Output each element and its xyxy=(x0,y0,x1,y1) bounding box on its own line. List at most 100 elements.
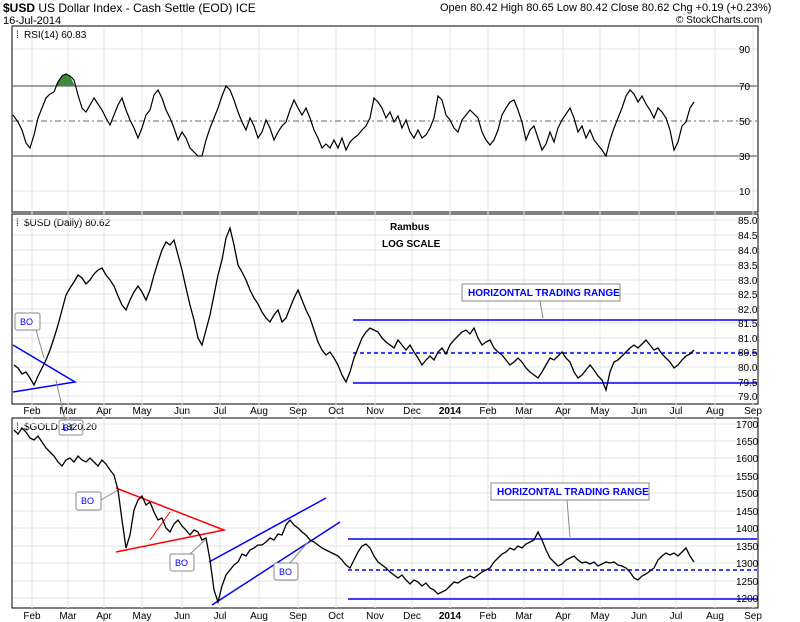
usd-bo-box xyxy=(14,312,41,331)
gold-bo-label-3: BO xyxy=(279,567,292,577)
usd-price-line xyxy=(13,225,695,393)
rsi-tick: 50 xyxy=(739,117,751,128)
gold-bo-pointer-1 xyxy=(100,489,119,501)
gold-ticks: 1700 1650 1600 1550 1500 1450 1400 1350 … xyxy=(736,420,759,605)
x-tick: Aug xyxy=(250,406,268,417)
symbol-name: US Dollar Index - Cash Settle (EOD) ICE xyxy=(38,1,256,15)
usd-annot-author: Rambus xyxy=(390,222,430,233)
chart-header: $USD US Dollar Index - Cash Settle (EOD)… xyxy=(3,1,256,15)
x-tick: Jun xyxy=(174,406,190,417)
gold-red-triangle xyxy=(115,487,227,553)
usd-tick: 83.0 xyxy=(738,276,758,287)
usd-tick: 82.0 xyxy=(738,305,758,316)
x-tick: Jul xyxy=(670,611,683,622)
x-tick: May xyxy=(591,611,610,622)
x-tick: Sep xyxy=(289,611,307,622)
gold-bo-pointer-2 xyxy=(189,539,206,555)
usd-label-glyph: ⁞ xyxy=(16,218,19,229)
rsi-label: RSI(14) 60.83 xyxy=(24,30,87,41)
x-tick: Nov xyxy=(366,611,384,622)
gold-bo-label-1: BO xyxy=(81,496,94,506)
usd-triangle xyxy=(12,344,78,393)
gold-tick: 1250 xyxy=(736,577,759,588)
x-tick: Aug xyxy=(706,406,724,417)
gold-tick: 1550 xyxy=(736,472,759,483)
vertical-gridlines xyxy=(31,27,754,608)
rsi-tick: 90 xyxy=(739,45,751,56)
gold-range-label-pointer xyxy=(566,499,571,538)
gold-tick: 1350 xyxy=(736,542,759,553)
x-tick: May xyxy=(133,611,152,622)
x-tick: Sep xyxy=(744,406,762,417)
gold-horizontal-grid xyxy=(13,423,757,599)
gold-tick: 1500 xyxy=(736,489,759,500)
gold-label: $GOLD 1320.20 xyxy=(24,422,97,433)
rsi-line xyxy=(12,73,695,158)
usd-ticks: 85.0 84.5 84.0 83.5 83.0 82.5 82.0 81.5 … xyxy=(738,216,758,403)
usd-bo-pointer xyxy=(35,329,45,359)
gold-bo-label-2: BO xyxy=(175,558,188,568)
x-tick: Apr xyxy=(555,406,571,417)
gold-x-axis: Feb Mar Apr May Jun Jul Aug Sep Oct Nov … xyxy=(23,611,762,622)
gold-tick: 1600 xyxy=(736,454,759,465)
x-tick: Dec xyxy=(403,611,421,622)
x-tick: Mar xyxy=(59,406,77,417)
ohlc-readout: Open 80.42 High 80.65 Low 80.42 Close 80… xyxy=(440,2,772,14)
usd-bo-label: BO xyxy=(20,317,33,327)
x-tick: Nov xyxy=(366,406,384,417)
x-tick: Jul xyxy=(670,406,683,417)
x-tick: Apr xyxy=(555,611,571,622)
x-tick: Sep xyxy=(289,406,307,417)
rsi-ticks: 90 70 50 30 10 xyxy=(739,45,751,198)
gold-tick: 1200 xyxy=(736,594,759,605)
gold-channel-top xyxy=(208,497,327,563)
usd-tick: 80.0 xyxy=(738,363,758,374)
gold-range-label: HORIZONTAL TRADING RANGE xyxy=(497,487,649,498)
x-tick: Mar xyxy=(59,611,77,622)
x-tick: Jun xyxy=(631,611,647,622)
gold-bo-box-1 xyxy=(75,491,102,511)
gold-tick: 1650 xyxy=(736,437,759,448)
usd-label: $USD (Daily) 80.62 xyxy=(24,218,111,229)
x-tick: Sep xyxy=(744,611,762,622)
usd-tick: 81.5 xyxy=(738,319,758,330)
usd-bt-label: BT xyxy=(63,423,75,433)
usd-horizontal-grid xyxy=(13,219,757,397)
x-tick: Feb xyxy=(23,611,41,622)
x-tick: Jul xyxy=(214,611,227,622)
usd-x-axis: Feb Mar Apr May Jun Jul Aug Sep Oct Nov … xyxy=(23,406,762,417)
gold-tick: 1300 xyxy=(736,559,759,570)
x-tick: Aug xyxy=(250,611,268,622)
x-tick: Dec xyxy=(403,406,421,417)
rsi-label-glyph: ⁞ xyxy=(16,30,19,41)
gold-bo-pointer-3 xyxy=(289,541,309,564)
usd-range-label: HORIZONTAL TRADING RANGE xyxy=(468,288,620,299)
x-tick: Aug xyxy=(706,611,724,622)
usd-tick: 83.5 xyxy=(738,261,758,272)
rsi-tick: 30 xyxy=(739,152,751,163)
gold-bo-box-2 xyxy=(169,553,195,572)
chart-date: 16-Jul-2014 xyxy=(3,15,62,27)
rsi-overbought-fill xyxy=(55,74,75,86)
x-tick: Jun xyxy=(631,406,647,417)
x-tick: Mar xyxy=(515,406,533,417)
x-tick: Feb xyxy=(479,611,497,622)
brand: © StockCharts.com xyxy=(676,15,763,26)
gold-price-line xyxy=(13,426,695,605)
usd-tick: 85.0 xyxy=(738,216,758,227)
usd-tick: 80.5 xyxy=(738,348,758,359)
x-tick: Feb xyxy=(23,406,41,417)
usd-tick: 84.0 xyxy=(738,246,758,257)
gold-tick: 1450 xyxy=(736,507,759,518)
usd-tick: 79.5 xyxy=(738,378,758,389)
gold-tick: 1700 xyxy=(736,420,759,431)
gold-label-glyph: ⁞ xyxy=(16,422,19,433)
usd-tick: 84.5 xyxy=(738,231,758,242)
x-tick: Jun xyxy=(174,611,190,622)
x-tick: Feb xyxy=(479,406,497,417)
rsi-tick: 10 xyxy=(739,187,751,198)
x-tick: Mar xyxy=(515,611,533,622)
gold-red-tick xyxy=(149,511,171,541)
